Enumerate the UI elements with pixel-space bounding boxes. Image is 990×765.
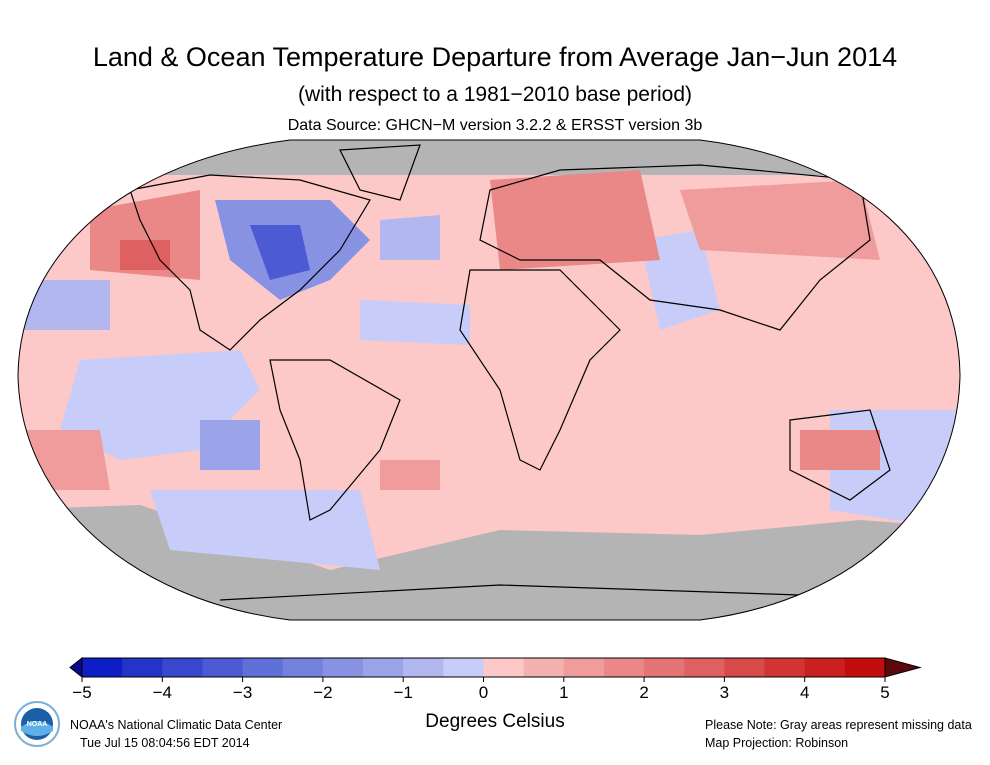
warm-anomaly-asia (680, 180, 880, 260)
cold-anomaly-tropical-atlantic (360, 300, 470, 345)
svg-text:NOAA: NOAA (27, 721, 48, 728)
colorbar-bin (403, 658, 444, 677)
colorbar-below-arrow (69, 656, 83, 679)
warm-anomaly-australia (800, 430, 880, 470)
colorbar-tick-label: 0 (478, 683, 489, 702)
cold-anomaly-pacific-north (20, 280, 110, 330)
colorbar-tick-label: −3 (232, 683, 253, 702)
map-subtitle: (with respect to a 1981−2010 base period… (297, 83, 692, 106)
cold-anomaly-southern-ocean (150, 490, 380, 570)
org-label: NOAA's National Climatic Data Center (70, 718, 283, 732)
colorbar-bin (523, 658, 565, 677)
map-border (17, 139, 961, 621)
colorbar-bin (804, 658, 846, 677)
cold-anomaly-south-pacific-2 (200, 420, 260, 470)
colorbar-bin (844, 658, 886, 677)
colorbar-bin (724, 658, 766, 677)
colorbar-tick-label: −2 (313, 683, 333, 702)
colorbar-bin (563, 658, 605, 677)
colorbar-tick-label: −5 (72, 683, 92, 702)
colorbar-bin (282, 658, 324, 677)
colorbar-bin (242, 658, 284, 677)
colorbar-tick-label: 3 (719, 683, 730, 702)
colorbar-tick-label: 4 (799, 683, 810, 702)
colorbar-bin (483, 658, 525, 677)
colorbar-bin (363, 658, 404, 677)
colorbar-bin (684, 658, 725, 677)
timestamp: Tue Jul 15 08:04:56 EDT 2014 (80, 736, 250, 750)
missing-arctic (18, 140, 960, 175)
warm-anomaly-northeast-pacific-core (120, 240, 170, 270)
data-source: Data Source: GHCN−M version 3.2.2 & ERSS… (287, 117, 703, 134)
colorbar-tick-label: 2 (639, 683, 649, 702)
projection-label: Map Projection: Robinson (705, 736, 849, 750)
colorbar-bin (162, 658, 203, 677)
colorbar-bin (443, 658, 484, 677)
missing-antarctic (18, 505, 960, 620)
colorbar (69, 656, 922, 682)
noaa-logo: NOAA (14, 701, 60, 747)
colorbar-tick-label: −1 (393, 683, 413, 702)
warm-anomaly-europe (490, 170, 660, 270)
colorbar-tick-label: 5 (880, 683, 890, 702)
colorbar-bin (122, 658, 163, 677)
cold-anomaly-great-lakes (250, 225, 310, 280)
coastlines (129, 144, 891, 601)
warm-anomaly-south-atlantic (380, 460, 440, 490)
missing-data-note: Please Note: Gray areas represent missin… (705, 718, 972, 732)
warm-anomaly-south-pacific (20, 430, 110, 490)
colorbar-tick-label: 1 (559, 683, 569, 702)
colorbar-bin (82, 658, 123, 677)
colorbar-above-arrow (884, 657, 922, 678)
colorbar-bin (322, 658, 364, 677)
colorbar-bin (202, 658, 244, 677)
cold-anomaly-atlantic (380, 215, 440, 260)
colorbar-bin (644, 658, 685, 677)
colorbar-tick-label: −4 (152, 683, 172, 702)
colorbar-bin (764, 658, 806, 677)
map-title: Land & Ocean Temperature Departure from … (92, 42, 898, 72)
world-map (17, 139, 961, 621)
colorbar-bin (603, 658, 645, 677)
warm-anomaly-northeast-pacific (90, 190, 200, 280)
colorbar-unit-label: Degrees Celsius (425, 711, 565, 732)
cold-anomaly-middle-east (640, 230, 720, 330)
